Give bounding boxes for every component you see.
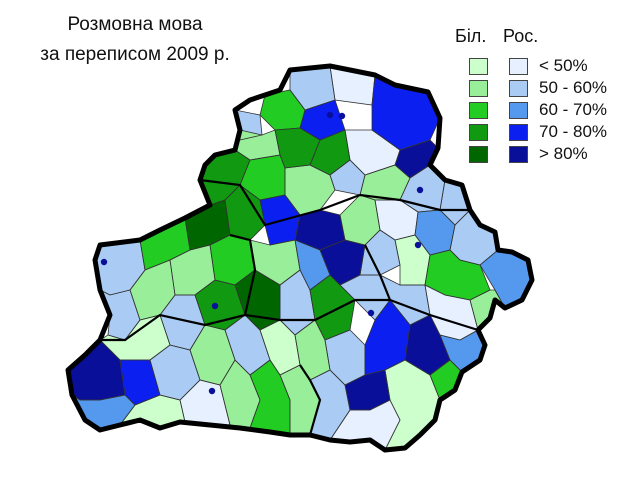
legend-swatch-rus-3 bbox=[509, 102, 528, 119]
city-marker bbox=[326, 111, 334, 119]
district-region bbox=[380, 275, 430, 325]
district-region bbox=[345, 130, 400, 175]
district-region bbox=[480, 250, 532, 308]
district-region bbox=[120, 360, 160, 405]
country-outline bbox=[65, 63, 535, 453]
district-region bbox=[405, 315, 450, 375]
district-region bbox=[285, 165, 335, 215]
city-markers bbox=[100, 111, 424, 402]
oblast-border bbox=[199, 178, 470, 227]
map-title: Розмовна мова за переписом 2009 р. bbox=[20, 10, 250, 70]
city-marker bbox=[208, 387, 216, 395]
legend-label-3: 60 - 70% bbox=[539, 100, 608, 119]
district-region bbox=[375, 200, 418, 240]
legend-label-4: 70 - 80% bbox=[539, 122, 608, 141]
legend-swatch-rus-2 bbox=[509, 80, 528, 97]
district-region bbox=[340, 195, 380, 245]
district-region bbox=[240, 155, 285, 200]
oblast-border bbox=[364, 244, 392, 301]
district-region bbox=[160, 295, 205, 350]
district-region bbox=[190, 325, 235, 385]
district-region bbox=[100, 290, 140, 340]
district-region bbox=[260, 320, 300, 375]
district-region bbox=[320, 240, 365, 285]
district-region bbox=[225, 315, 270, 375]
district-region bbox=[280, 270, 315, 335]
district-region bbox=[310, 275, 355, 340]
oblast-border bbox=[299, 364, 322, 436]
oblast-border bbox=[229, 233, 257, 316]
legend-swatch-rus-5 bbox=[509, 146, 528, 163]
districts-layer bbox=[68, 66, 532, 450]
district-region bbox=[372, 75, 440, 150]
district-region bbox=[140, 218, 190, 270]
district-region bbox=[310, 130, 350, 175]
district-region bbox=[275, 128, 320, 168]
district-border bbox=[329, 159, 366, 196]
city-marker bbox=[338, 112, 346, 120]
legend-swatch-rus-1 bbox=[509, 58, 528, 75]
legend-swatch-bel-4 bbox=[469, 124, 488, 141]
district-region bbox=[290, 66, 335, 110]
district-region bbox=[68, 340, 125, 400]
city-marker bbox=[211, 302, 219, 310]
district-region bbox=[180, 380, 230, 425]
city-marker bbox=[311, 228, 319, 236]
district-region bbox=[325, 330, 365, 385]
city-marker bbox=[348, 394, 356, 402]
district-region bbox=[170, 245, 215, 295]
district-region bbox=[360, 165, 410, 200]
title-line-2: за переписом 2009 р. bbox=[40, 44, 230, 65]
district-region bbox=[330, 400, 400, 450]
district-region bbox=[395, 140, 438, 178]
city-marker bbox=[416, 186, 424, 194]
oblast-borders bbox=[100, 178, 479, 436]
legend: Біл. Рос. < 50% 50 - 60% 60 - 70% 70 - 8… bbox=[455, 26, 615, 176]
district-region bbox=[250, 240, 300, 285]
city-marker bbox=[367, 309, 375, 317]
district-region bbox=[415, 210, 455, 255]
district-region bbox=[225, 185, 265, 240]
legend-header-russian: Рос. bbox=[503, 26, 539, 46]
district-region bbox=[295, 210, 345, 250]
district-region bbox=[345, 370, 390, 410]
district-region bbox=[340, 275, 390, 320]
district-region bbox=[220, 360, 260, 428]
district-region bbox=[295, 320, 330, 380]
legend-swatch-bel-2 bbox=[469, 80, 488, 97]
city-marker bbox=[414, 241, 422, 249]
district-region bbox=[360, 230, 400, 275]
city-marker bbox=[100, 258, 108, 266]
district-region bbox=[200, 150, 250, 205]
district-region bbox=[100, 315, 170, 360]
legend-swatch-bel-1 bbox=[469, 58, 488, 75]
district-region bbox=[395, 235, 430, 285]
district-region bbox=[210, 235, 255, 285]
legend-label-2: 50 - 60% bbox=[539, 78, 608, 97]
district-region bbox=[310, 370, 350, 440]
legend-swatch-bel-5 bbox=[469, 146, 488, 163]
legend-swatch-bel-3 bbox=[469, 102, 488, 119]
legend-swatch-rus-4 bbox=[509, 124, 528, 141]
district-region bbox=[300, 100, 345, 140]
legend-label-5: > 80% bbox=[539, 144, 588, 163]
district-region bbox=[450, 210, 498, 265]
legend-header-belarusian: Біл. bbox=[455, 26, 487, 46]
district-region bbox=[330, 66, 375, 105]
district-region bbox=[425, 250, 490, 300]
district-region bbox=[95, 240, 145, 295]
district-region bbox=[250, 360, 290, 435]
district-region bbox=[235, 130, 280, 160]
district-region bbox=[150, 345, 200, 400]
legend-label-1: < 50% bbox=[539, 56, 588, 75]
title-line-1: Розмовна мова bbox=[67, 14, 203, 35]
district-region bbox=[260, 90, 305, 130]
oblast-border bbox=[100, 298, 479, 342]
